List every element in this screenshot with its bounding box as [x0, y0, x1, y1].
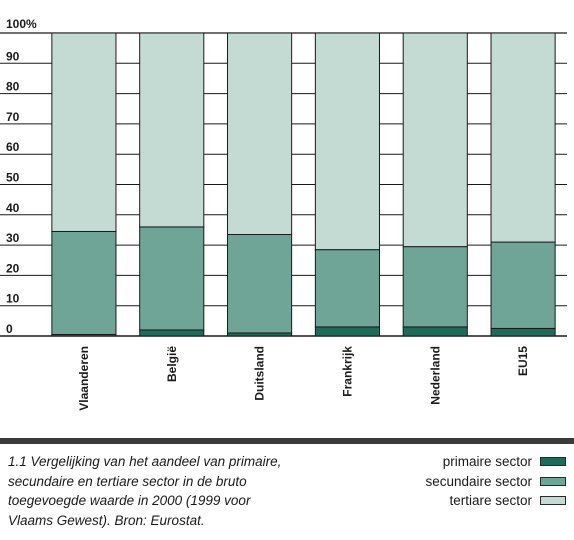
x-tick-label: België	[165, 346, 179, 382]
bar-segment	[51, 230, 117, 335]
bar-segment	[402, 246, 468, 328]
bar-segment	[314, 32, 380, 251]
caption-divider	[0, 438, 574, 444]
legend-item-tertiare: tertiare sector	[425, 491, 566, 511]
legend: primaire sector secundaire sector tertia…	[425, 452, 566, 511]
bar-segment	[490, 32, 556, 243]
bar-segment	[402, 32, 468, 248]
y-tick-label: 0	[6, 322, 13, 336]
legend-label: secundaire sector	[425, 473, 532, 489]
y-tick-label: 70	[6, 110, 20, 124]
bar-segment	[139, 32, 205, 228]
bar-segment	[490, 327, 556, 337]
bar-segment	[227, 32, 293, 235]
x-tick-label: EU15	[516, 346, 530, 376]
y-tick-label: 40	[6, 201, 20, 215]
bars	[51, 32, 556, 337]
y-tick-label: 80	[6, 80, 20, 94]
y-tick-label: 20	[6, 261, 20, 275]
legend-swatch-tertiare	[540, 496, 566, 506]
y-tick-label: 50	[6, 171, 20, 185]
x-axis-ticks: Vlaanderen België Duitsland Frankrijk Nederl…	[77, 346, 530, 411]
bar-segment	[490, 241, 556, 329]
bar-segment	[314, 326, 380, 337]
caption-line: toegevoegde waarde in 2000 (1999 voor	[8, 493, 251, 508]
y-tick-label: 100%	[6, 17, 37, 31]
bar-segment	[139, 329, 205, 337]
legend-swatch-primaire	[540, 457, 566, 467]
y-tick-label: 90	[6, 49, 20, 63]
y-tick-label: 60	[6, 140, 20, 154]
legend-item-primaire: primaire sector	[425, 452, 566, 472]
y-tick-label: 10	[6, 292, 20, 306]
bar-segment	[227, 233, 293, 334]
legend-item-secundaire: secundaire sector	[425, 472, 566, 492]
figure-caption: 1.1 Vergelijking van het aandeel van pri…	[8, 452, 368, 530]
caption-line: Vlaams Gewest). Bron: Eurostat.	[8, 512, 205, 528]
x-tick-label: Nederland	[428, 346, 442, 405]
bar-segment	[139, 226, 205, 331]
stacked-bar-chart: 0 10 20 30 40 50 60 70 80 90 100% Vlaanderen België…	[0, 17, 567, 411]
y-axis-ticks: 0 10 20 30 40 50 60 70 80 90 100%	[6, 17, 37, 336]
legend-label: primaire sector	[442, 454, 532, 470]
x-tick-label: Frankrijk	[340, 346, 354, 397]
bar-segment	[51, 32, 117, 232]
legend-label: tertiare sector	[449, 493, 532, 509]
caption-line: secundaire en tertiare sector in de brut…	[8, 473, 247, 489]
bar-segment	[314, 249, 380, 328]
x-tick-label: Vlaanderen	[77, 346, 91, 411]
legend-swatch-secundaire	[540, 476, 566, 486]
y-tick-label: 30	[6, 231, 20, 245]
bar-segment	[402, 326, 468, 337]
caption-line: 1.1 Vergelijking van het aandeel van pri…	[8, 454, 282, 469]
x-tick-label: Duitsland	[253, 346, 267, 401]
